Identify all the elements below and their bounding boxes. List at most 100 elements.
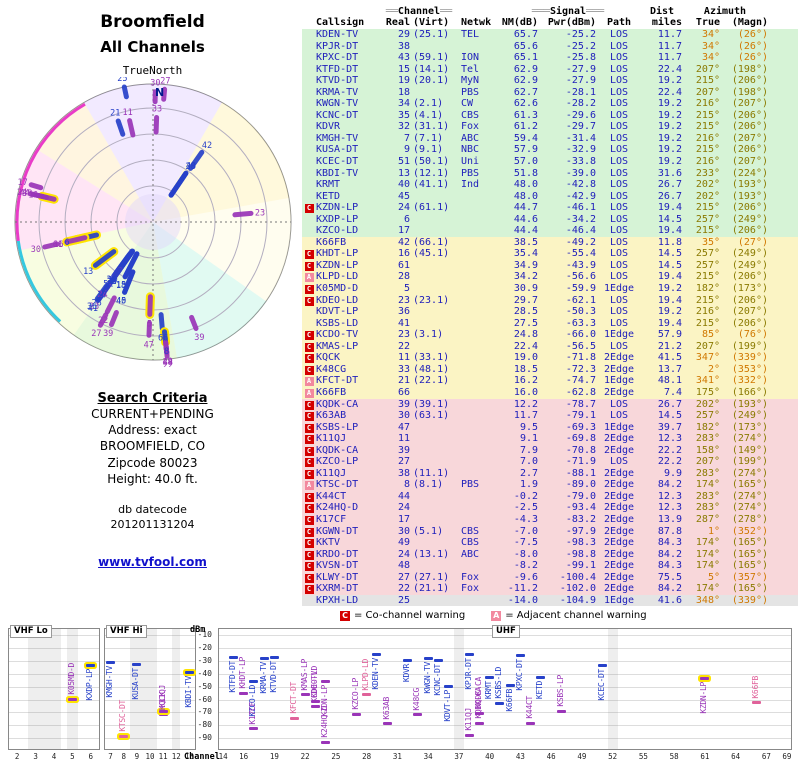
cell-nw xyxy=(456,341,494,353)
cell-nw: Ind xyxy=(461,179,480,191)
warn-cell xyxy=(302,225,316,237)
cell-nw xyxy=(456,295,494,307)
col-header-pwr: Pwr(dBm) xyxy=(547,17,596,28)
warn-cell xyxy=(302,237,316,249)
cell-mg: (249°) xyxy=(731,213,768,225)
svg-text:45: 45 xyxy=(116,297,126,307)
x-tick: 19 xyxy=(269,752,279,761)
cell-nm: -9.6 xyxy=(513,571,538,583)
gridline xyxy=(219,686,791,688)
station-label: KHDT-LP xyxy=(238,657,248,689)
x-tick: 9 xyxy=(134,752,140,761)
station-bar xyxy=(321,679,331,683)
cell-re: 11 xyxy=(397,433,410,445)
warn-cell xyxy=(302,179,316,191)
svg-text:16: 16 xyxy=(53,240,63,250)
svg-text:44: 44 xyxy=(19,188,29,198)
station-label: KZCO-LP xyxy=(350,678,360,710)
channel-axis-label: Channel xyxy=(184,752,220,762)
cell-pw: -78.7 xyxy=(565,398,596,410)
svg-text:61: 61 xyxy=(52,240,62,250)
station-bar xyxy=(751,701,761,705)
cell-cs: K66FB xyxy=(316,236,347,248)
warn-cell xyxy=(302,64,316,76)
svg-text:5: 5 xyxy=(146,319,151,329)
station-label: K17CF xyxy=(248,701,258,725)
warning-legend: C = Co-channel warning A = Adjacent chan… xyxy=(340,610,647,621)
cell-tr: 207° xyxy=(695,456,720,468)
cell-vi: (63.1) xyxy=(413,410,450,422)
cell-cs: KLPD-LD xyxy=(316,271,359,283)
cell-pw: -55.4 xyxy=(565,248,596,260)
cell-nm: 19.0 xyxy=(513,352,538,364)
cell-nm: 34.9 xyxy=(513,259,538,271)
cell-cs: KXRM-DT xyxy=(316,583,359,595)
svg-text:27: 27 xyxy=(160,77,170,86)
tvfool-link[interactable]: www.tvfool.com xyxy=(98,554,207,569)
cell-cs: KRMT xyxy=(316,179,341,191)
cell-mi: 19.2 xyxy=(657,156,682,168)
svg-text:49: 49 xyxy=(162,357,172,367)
co-channel-flag: C xyxy=(304,550,314,560)
cell-nw xyxy=(456,514,494,526)
cell-cs: KKTV xyxy=(316,537,341,549)
cell-pw: -27.9 xyxy=(565,63,596,75)
cell-tr: 1° xyxy=(707,525,720,537)
warn-cell xyxy=(302,110,316,122)
co-channel-flag: C xyxy=(304,354,314,364)
cell-re: 23 xyxy=(397,329,410,341)
svg-text:47: 47 xyxy=(143,340,153,350)
cell-pa: LOS xyxy=(609,63,629,75)
table-row: KRMT 40 (41.1) Ind 48.0 -42.8 LOS 26.7 202° (193°… xyxy=(302,179,798,191)
svg-text:25: 25 xyxy=(117,77,127,84)
cell-nm: 16.2 xyxy=(513,375,538,387)
cell-vi: (21.1) xyxy=(413,583,450,595)
cell-nm: 34.2 xyxy=(513,271,538,283)
svg-text:9: 9 xyxy=(107,280,112,290)
cell-tr: 215° xyxy=(695,202,720,214)
cell-pa: LOS xyxy=(609,398,629,410)
svg-text:24: 24 xyxy=(97,290,107,300)
svg-text:48: 48 xyxy=(162,358,172,367)
svg-text:39: 39 xyxy=(103,329,113,339)
cell-mg: (339°) xyxy=(731,352,768,364)
svg-text:41: 41 xyxy=(87,304,97,314)
cell-nm: 7.0 xyxy=(519,456,538,468)
x-tick: 55 xyxy=(638,752,648,761)
cell-mg: (199°) xyxy=(731,340,768,352)
cell-tr: 2° xyxy=(707,363,720,375)
cell-mg: (198°) xyxy=(731,63,768,75)
cell-mg: (193°) xyxy=(731,190,768,202)
x-tick: 46 xyxy=(546,752,556,761)
station-label: KBDI-TV xyxy=(183,675,193,708)
cell-mi: 14.5 xyxy=(657,259,682,271)
cell-pw: -98.3 xyxy=(565,537,596,549)
cell-pa: LOS xyxy=(609,40,629,52)
warn-cell: C xyxy=(302,560,316,572)
cell-nw xyxy=(456,306,494,318)
cell-mg: (249°) xyxy=(731,259,768,271)
gridline xyxy=(9,673,99,675)
cell-pa: LOS xyxy=(609,306,629,318)
cell-nw xyxy=(456,502,494,514)
co-channel-flag: C xyxy=(304,469,314,479)
cell-re: 17 xyxy=(397,225,410,237)
y-tick: -20 xyxy=(197,643,212,653)
cell-pa: 2Edge xyxy=(603,525,635,537)
cell-pw: -79.0 xyxy=(565,490,596,502)
x-tick: 4 xyxy=(51,752,57,761)
cell-pa: LOS xyxy=(609,75,629,87)
warn-cell: C xyxy=(302,364,316,376)
cell-tr: 283° xyxy=(695,467,720,479)
cell-tr: 202° xyxy=(695,190,720,202)
svg-text:27: 27 xyxy=(91,329,101,339)
cell-vi xyxy=(410,491,456,503)
cell-tr: 215° xyxy=(695,144,720,156)
cell-vi: (39.1) xyxy=(413,398,450,410)
gridline xyxy=(219,699,791,701)
svg-text:19: 19 xyxy=(107,276,117,286)
cell-nm: 38.5 xyxy=(513,236,538,248)
cell-mg: (198°) xyxy=(731,86,768,98)
cell-pa: LOS xyxy=(609,410,629,422)
cell-nw xyxy=(456,318,494,330)
